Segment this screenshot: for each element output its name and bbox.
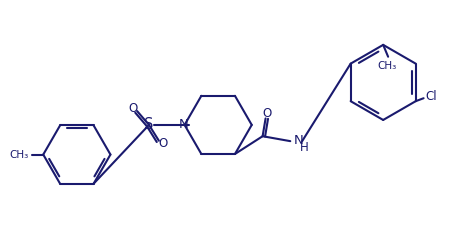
Text: O: O xyxy=(262,107,271,120)
Text: CH₃: CH₃ xyxy=(9,150,29,160)
Text: N: N xyxy=(294,134,304,147)
Text: N: N xyxy=(179,118,188,132)
Text: H: H xyxy=(300,141,309,154)
Text: O: O xyxy=(158,137,167,150)
Text: Cl: Cl xyxy=(426,90,437,103)
Text: CH₃: CH₃ xyxy=(377,61,397,71)
Text: O: O xyxy=(128,102,138,115)
Text: S: S xyxy=(144,117,154,132)
